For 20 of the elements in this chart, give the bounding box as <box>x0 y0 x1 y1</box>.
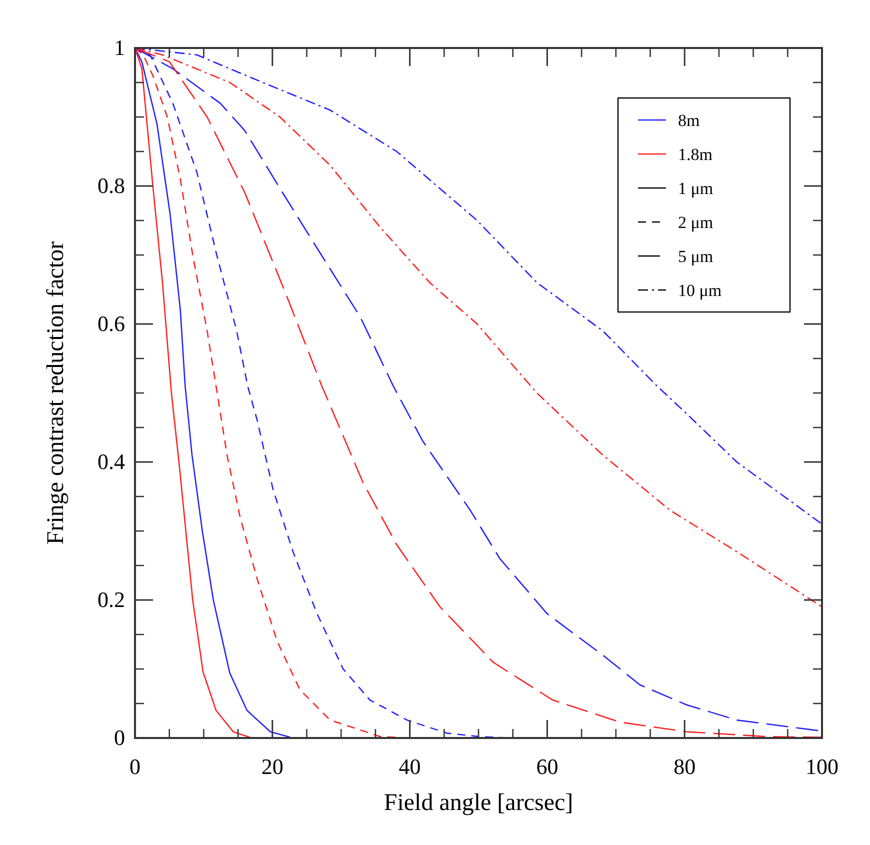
y-axis-title: Fringe contrast reduction factor <box>43 241 69 545</box>
annotation: 10 μm <box>678 281 722 300</box>
annotation: 2 μm <box>678 213 714 232</box>
y-tick-label: 1 <box>114 35 125 60</box>
x-tick-label: 20 <box>261 754 284 779</box>
annotation: 5 μm <box>678 247 714 266</box>
x-tick-label: 100 <box>806 754 838 779</box>
x-tick-label: 80 <box>674 754 696 779</box>
x-axis-title: Field angle [arcsec] <box>384 790 574 816</box>
y-tick-label: 0.4 <box>98 449 125 474</box>
annotation: 1.8m <box>678 145 712 164</box>
y-tick-label: 0.6 <box>98 311 125 336</box>
x-tick-label: 60 <box>536 754 558 779</box>
x-tick-label: 40 <box>398 754 421 779</box>
annotation: 1 μm <box>678 179 714 198</box>
annotation: 8m <box>678 111 700 130</box>
y-tick-label: 0 <box>114 725 125 750</box>
y-tick-label: 0.2 <box>98 587 125 612</box>
y-tick-label: 0.8 <box>98 173 125 198</box>
x-tick-label: 0 <box>130 754 140 779</box>
